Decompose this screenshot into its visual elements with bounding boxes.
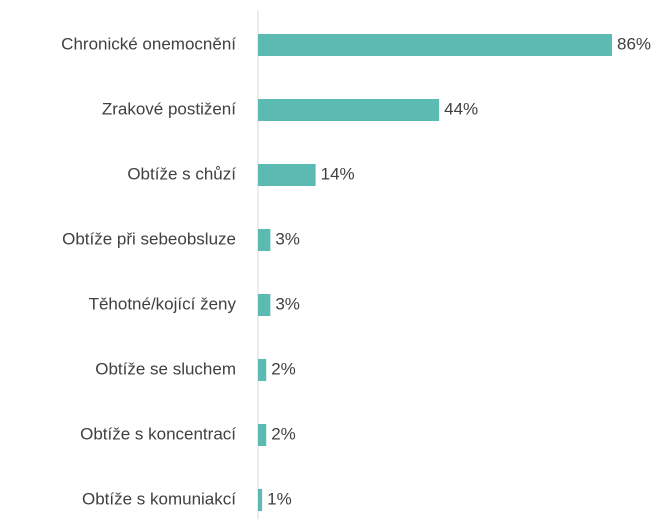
- value-label: 3%: [275, 229, 300, 248]
- value-label: 1%: [267, 489, 292, 508]
- category-label: Obtíže s chůzí: [127, 164, 236, 183]
- bar: [258, 489, 263, 511]
- value-label: 2%: [271, 359, 296, 378]
- value-label: 3%: [275, 294, 300, 313]
- bar: [258, 294, 271, 316]
- bar: [258, 229, 271, 251]
- value-label: 44%: [444, 99, 478, 118]
- category-label: Obtíže při sebeobsluze: [62, 229, 236, 248]
- category-label: Zrakové postižení: [102, 99, 236, 118]
- value-label: 2%: [271, 424, 296, 443]
- category-label: Těhotné/kojící ženy: [89, 294, 237, 313]
- category-label: Obtíže se sluchem: [95, 359, 236, 378]
- bar: [258, 34, 612, 56]
- bar: [258, 424, 267, 446]
- bar: [258, 359, 267, 381]
- category-label: Obtíže s koncentrací: [80, 424, 236, 443]
- category-label: Chronické onemocnění: [61, 34, 236, 53]
- bar: [258, 99, 440, 121]
- value-label: 14%: [321, 164, 355, 183]
- bar: [258, 164, 316, 186]
- value-label: 86%: [617, 34, 651, 53]
- category-label: Obtíže s komuniakcí: [82, 489, 236, 508]
